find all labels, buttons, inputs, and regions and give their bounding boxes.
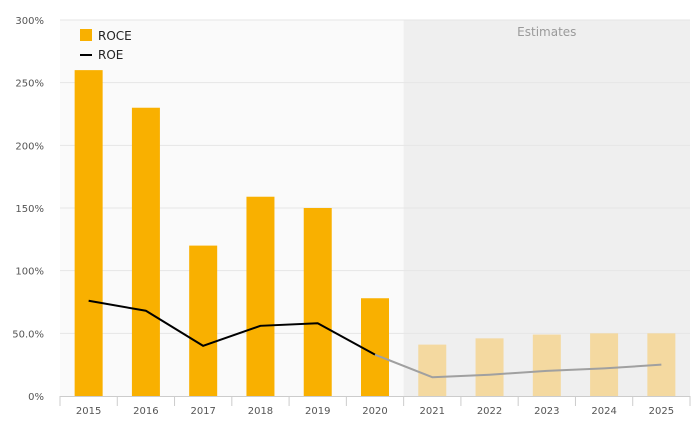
y-tick-label: 50.0% [12,329,44,340]
x-tick-label: 2023 [534,406,559,417]
roce-bar-2021 [418,344,447,396]
roe-line-estimate [374,353,662,379]
roce-bars [74,70,676,396]
x-tick-label: 2018 [248,406,273,417]
x-axis-ticks: 2015 2016 2017 2018 2019 2020 2021 2022 2023 2024… [76,406,674,417]
x-tick-label: 2021 [420,406,445,417]
estimates-label: Estimates [517,25,576,39]
y-tick-label: 0% [28,392,44,403]
x-tick-label: 2019 [305,406,330,417]
x-tick-label: 2015 [76,406,101,417]
roce-bar-2022 [475,338,504,396]
y-tick-label: 200% [15,141,44,152]
x-tick-label: 2017 [190,406,215,417]
x-tick-label: 2025 [649,406,674,417]
y-tick-label: 100% [15,267,44,278]
y-tick-label: 250% [15,79,44,90]
roe-line [88,299,662,379]
roce-bar-2018 [246,196,275,396]
x-axis [59,396,691,406]
roce-bar-2016 [131,107,160,396]
legend: ROCE ROE [80,29,132,62]
x-tick-label: 2016 [133,406,158,417]
legend-roe-label: ROE [98,48,123,62]
roce-bar-2015 [74,70,103,396]
roce-bar-2020 [361,298,389,396]
legend-roce-swatch [80,29,92,41]
y-tick-label: 150% [15,204,44,215]
x-tick-label: 2020 [362,406,387,417]
x-tick-label: 2024 [591,406,616,417]
y-tick-label: 300% [15,16,44,27]
roe-line-actual [88,299,376,356]
roce-bar-2017 [189,245,218,396]
roce-bar-2024 [590,333,619,396]
y-axis-ticks: 0% 50.0% 100% 150% 200% 250% 300% [12,16,44,403]
roce-bar-2023 [532,334,561,396]
legend-roce-label: ROCE [98,29,132,43]
roce-bar-2019 [303,208,332,396]
x-tick-label: 2022 [477,406,502,417]
